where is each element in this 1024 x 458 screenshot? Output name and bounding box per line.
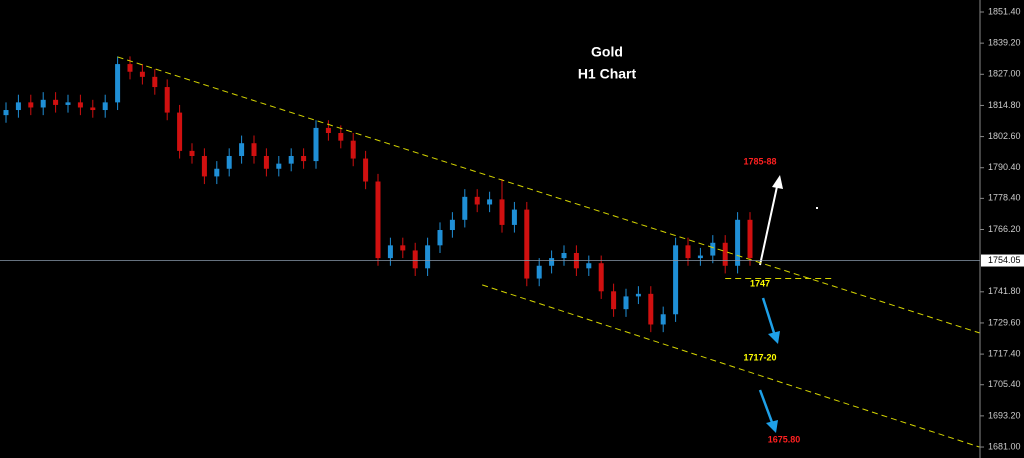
candle-body	[139, 71, 145, 77]
candle-body	[350, 140, 356, 159]
candle-body	[660, 314, 666, 325]
arrow	[758, 389, 775, 426]
chart-subtitle: H1 Chart	[578, 66, 637, 82]
y-tick-label: 1778.40	[988, 193, 1021, 203]
arrow	[761, 297, 777, 337]
candle-body	[102, 102, 108, 111]
candle-body	[697, 255, 703, 259]
candle-body	[536, 265, 542, 279]
last-price-label: 1754.05	[988, 255, 1021, 265]
candle-body	[735, 219, 741, 266]
y-tick-label: 1729.60	[988, 317, 1021, 327]
annotation: 1747	[750, 278, 770, 288]
candle-body	[387, 245, 393, 259]
candle-body	[375, 181, 381, 259]
last-price-box	[981, 254, 1024, 267]
candle-body	[28, 102, 34, 108]
candle-body	[673, 245, 679, 315]
candle-body	[487, 199, 493, 205]
candle-body	[263, 155, 269, 169]
candle-body	[127, 64, 133, 72]
candle-body	[623, 296, 629, 310]
arrow	[759, 181, 779, 266]
candle-body	[747, 219, 753, 259]
candle-body	[449, 219, 455, 231]
candle-body	[325, 127, 331, 134]
y-tick-label: 1790.40	[988, 162, 1021, 172]
candle-body	[611, 291, 617, 310]
candle-body	[524, 209, 530, 279]
candle-body	[363, 158, 369, 182]
candle-body	[437, 230, 443, 246]
candle-body	[561, 252, 567, 259]
candle-body	[710, 242, 716, 256]
candle-body	[15, 102, 21, 111]
candle-body	[412, 250, 418, 269]
arrow-head	[768, 331, 780, 344]
candle-body	[301, 155, 307, 162]
trendline	[117, 56, 980, 334]
y-tick-label: 1681.00	[988, 441, 1021, 451]
candle-body	[338, 133, 344, 141]
candle-body	[474, 196, 480, 205]
candle-body	[201, 155, 207, 177]
candle-body	[226, 155, 232, 169]
annotation: 1675.80	[768, 434, 801, 444]
candle-body	[214, 168, 220, 177]
candle-body	[288, 155, 294, 164]
y-tick-label: 1814.80	[988, 100, 1021, 110]
candle-body	[722, 242, 728, 266]
trendline	[482, 284, 980, 448]
candle-body	[313, 127, 319, 162]
candle-body	[3, 110, 9, 116]
candle-body	[152, 76, 158, 88]
dot	[816, 207, 818, 209]
candle-body	[685, 245, 691, 259]
candle-body	[276, 163, 282, 169]
candle-body	[251, 143, 257, 156]
candle-body	[586, 263, 592, 269]
annotation: 1785-88	[743, 156, 776, 166]
chart-title: Gold	[591, 44, 623, 60]
arrow-head	[766, 420, 778, 433]
candle-body	[511, 209, 517, 225]
candle-body	[77, 102, 83, 108]
candle-body	[189, 150, 195, 156]
candle-body	[648, 293, 654, 325]
candle-body	[53, 99, 59, 105]
candle-body	[177, 112, 183, 151]
candle-body	[425, 245, 431, 269]
y-tick-label: 1851.40	[988, 6, 1021, 16]
arrows	[758, 175, 818, 433]
candle-body	[400, 245, 406, 251]
annotation: 1717-20	[743, 352, 776, 362]
candles	[3, 56, 753, 333]
candle-body	[499, 199, 505, 225]
candle-body	[115, 64, 121, 103]
y-tick-label: 1693.20	[988, 410, 1021, 420]
y-tick-label: 1741.80	[988, 286, 1021, 296]
candle-body	[549, 258, 555, 266]
candle-body	[598, 263, 604, 292]
y-tick-label: 1766.20	[988, 224, 1021, 234]
candle-body	[239, 143, 245, 156]
candle-body	[40, 99, 46, 108]
candle-body	[65, 102, 71, 105]
candle-body	[90, 107, 96, 111]
y-tick-label: 1717.40	[988, 348, 1021, 358]
y-tick-label: 1839.20	[988, 38, 1021, 48]
y-tick-label: 1705.40	[988, 379, 1021, 389]
y-tick-label: 1827.00	[988, 69, 1021, 79]
y-tick-label: 1802.60	[988, 131, 1021, 141]
candle-body	[462, 196, 468, 220]
candle-body	[164, 87, 170, 113]
arrow-head	[772, 175, 783, 189]
candle-body	[635, 293, 641, 297]
